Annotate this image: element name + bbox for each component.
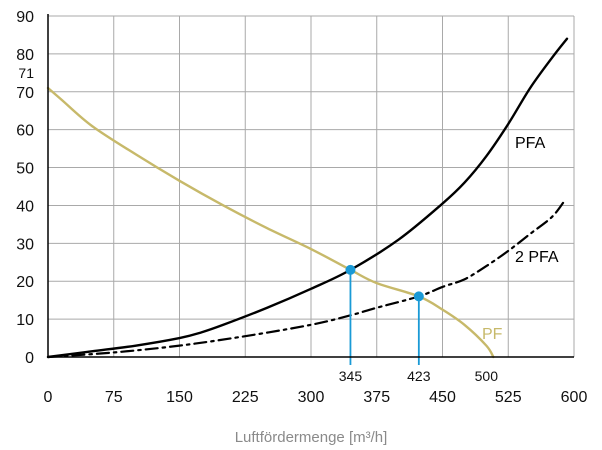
x-tick-label: 300 [298,389,325,406]
y-tick-label: 10 [16,312,34,329]
series-labels: PFA 2 PFA PF [482,135,559,343]
x-tick-label: 0 [44,389,53,406]
tick-labels: 345 423 0 10 20 30 40 50 60 70 80 90 71 0 75 150 225 300 3… [16,9,587,406]
y-tick-label: 60 [16,123,34,140]
operating-point [345,264,356,275]
y-tick-label: 20 [16,274,34,291]
y-tick-label: 30 [16,236,34,253]
x-annotation-label: 500 [475,368,499,384]
series-line-pfa [46,37,569,359]
y-tick-label: 40 [16,198,34,215]
series-label-pfa: PFA [515,135,546,152]
series-line-pf [46,86,495,359]
y-tick-label: 80 [16,47,34,64]
grid [47,15,575,358]
x-tick-label: 525 [495,389,522,406]
operating-points [345,264,424,365]
x-tick-label: 75 [105,389,123,406]
operating-point-label: 423 [407,368,431,384]
x-axis-label: Luftfördermenge [m³/h] [235,429,388,446]
axes [47,14,574,358]
y-tick-label: 0 [25,350,34,367]
x-tick-label: 375 [363,389,390,406]
x-tick-label: 600 [561,389,588,406]
y-tick-label: 90 [16,9,34,26]
x-tick-label: 150 [166,389,193,406]
y-tick-label: 50 [16,161,34,178]
y-tick-label: 70 [16,85,34,102]
x-tick-label: 450 [429,389,456,406]
series-label-2-pfa: 2 PFA [515,249,559,266]
curves [46,37,569,359]
y-marker-label: 71 [18,65,34,81]
x-tick-label: 225 [232,389,259,406]
series-label-pf: PF [482,326,503,343]
operating-point-label: 345 [339,368,363,384]
operating-point [413,291,424,302]
